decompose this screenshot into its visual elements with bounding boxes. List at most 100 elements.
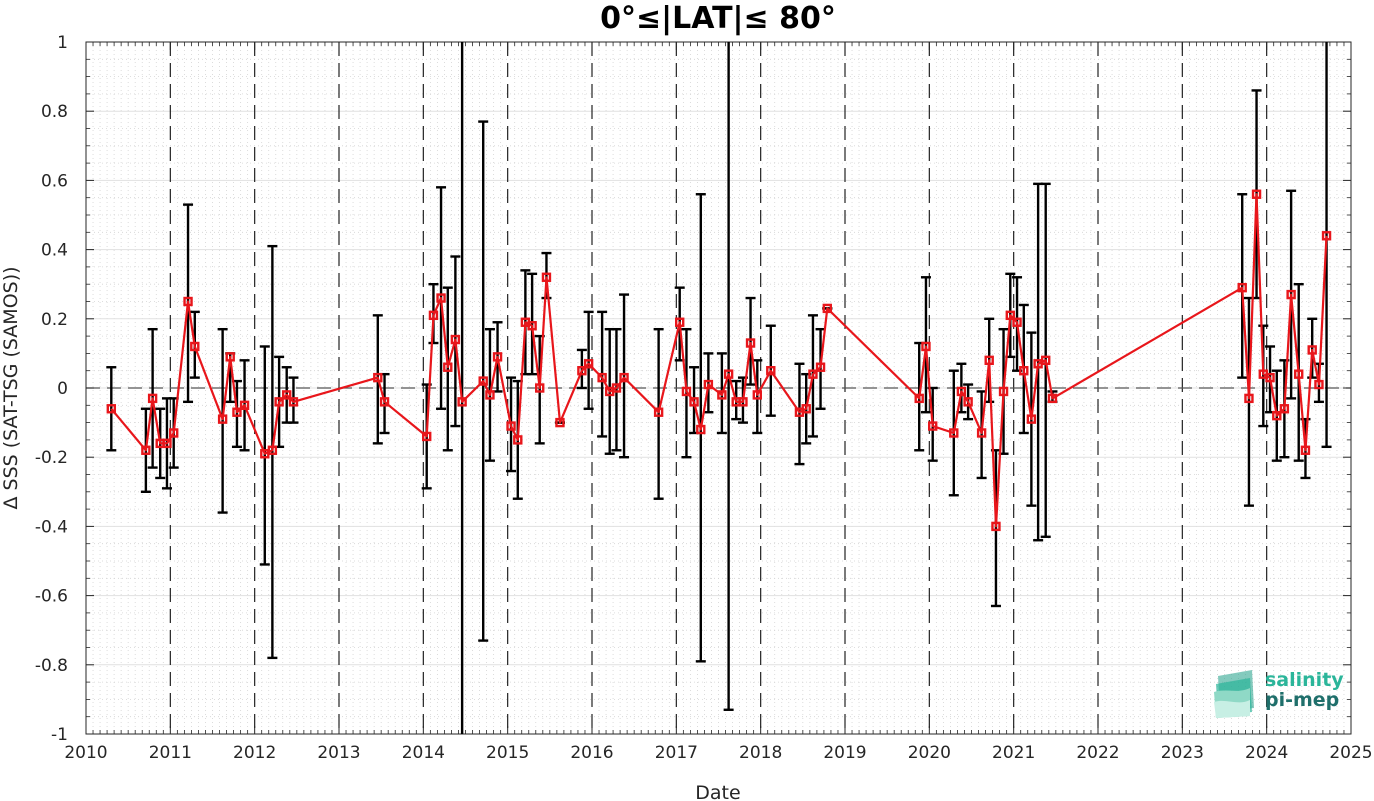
data-point bbox=[1321, 231, 1332, 241]
data-point bbox=[956, 386, 967, 397]
data-point bbox=[1279, 404, 1290, 414]
data-point bbox=[527, 321, 537, 331]
data-point bbox=[928, 421, 938, 431]
data-point bbox=[745, 338, 756, 348]
data-point bbox=[1244, 393, 1254, 404]
x-tick-label: 2014 bbox=[402, 743, 445, 763]
data-point bbox=[239, 400, 250, 410]
data-point bbox=[282, 390, 292, 400]
x-tick-label: 2017 bbox=[655, 743, 698, 763]
data-point bbox=[976, 428, 987, 438]
salinity-pimep-logo: salinity pi-mep bbox=[1214, 669, 1344, 718]
data-point bbox=[998, 386, 1009, 397]
data-point bbox=[1026, 414, 1037, 424]
data-point bbox=[984, 355, 994, 366]
data-point bbox=[1307, 345, 1317, 355]
data-point bbox=[506, 421, 516, 431]
data-point bbox=[738, 397, 748, 407]
data-point bbox=[1047, 393, 1058, 404]
data-point bbox=[815, 362, 826, 372]
y-tick-label: 0 bbox=[57, 379, 68, 399]
data-point bbox=[1005, 310, 1015, 321]
data-point bbox=[513, 435, 523, 445]
y-tick-label: -0.4 bbox=[35, 517, 68, 537]
data-point bbox=[190, 341, 200, 352]
data-point bbox=[162, 438, 172, 449]
data-point bbox=[436, 293, 446, 303]
data-point bbox=[1265, 372, 1275, 383]
data-point bbox=[1237, 282, 1247, 293]
data-point bbox=[1314, 379, 1324, 390]
logo-wave-icon bbox=[1214, 670, 1254, 718]
x-tick-label: 2016 bbox=[570, 743, 613, 763]
data-point bbox=[583, 359, 594, 369]
data-point bbox=[1041, 355, 1051, 366]
x-tick-label: 2018 bbox=[739, 743, 782, 763]
data-point bbox=[274, 397, 284, 407]
data-point bbox=[217, 414, 228, 424]
x-tick-label: 2013 bbox=[317, 743, 360, 763]
x-tick-label: 2025 bbox=[1329, 743, 1372, 763]
y-axis-label: Δ SSS (SAT-TSG (SAMOS)) bbox=[0, 266, 22, 509]
chart-title: 0°≤|LAT|≤ 80° bbox=[600, 1, 836, 36]
data-point bbox=[1012, 317, 1022, 327]
data-point bbox=[443, 362, 453, 372]
x-axis-label: Date bbox=[695, 782, 740, 801]
data-point bbox=[485, 390, 495, 400]
data-point bbox=[723, 369, 734, 379]
data-point bbox=[450, 334, 461, 345]
data-point bbox=[703, 379, 714, 390]
x-tick-label: 2011 bbox=[149, 743, 192, 763]
data-point bbox=[478, 376, 488, 386]
y-tick-label: 0.4 bbox=[41, 241, 68, 261]
data-point bbox=[717, 390, 727, 400]
data-point bbox=[267, 445, 278, 455]
data-point bbox=[1300, 445, 1311, 455]
data-point bbox=[766, 366, 776, 376]
data-point bbox=[183, 296, 193, 307]
axis-ticks: 2010 2011 2012 2013 2014 2015 2016 2017 2018 2019… bbox=[35, 33, 1373, 763]
y-tick-label: -0.2 bbox=[35, 448, 68, 468]
data-point bbox=[373, 372, 383, 383]
data-point bbox=[611, 383, 622, 393]
y-tick-label: 0.2 bbox=[41, 310, 68, 330]
data-point bbox=[963, 397, 973, 407]
data-point bbox=[428, 310, 439, 321]
data-point bbox=[555, 417, 565, 428]
y-tick-label: 1 bbox=[57, 33, 68, 53]
y-tick-label: 0.6 bbox=[41, 171, 68, 191]
data-point bbox=[106, 404, 117, 414]
data-point bbox=[1019, 366, 1029, 376]
y-tick-label: -0.8 bbox=[35, 656, 68, 676]
data-point bbox=[422, 431, 432, 442]
x-tick-label: 2012 bbox=[233, 743, 276, 763]
data-point bbox=[379, 397, 390, 407]
x-tick-label: 2020 bbox=[908, 743, 951, 763]
logo-text-pimep: pi-mep bbox=[1265, 689, 1339, 711]
data-point bbox=[541, 272, 552, 282]
data-point bbox=[225, 352, 235, 362]
data-point bbox=[1286, 289, 1296, 300]
data-point bbox=[147, 393, 158, 404]
data-point bbox=[169, 428, 179, 438]
x-tick-label: 2021 bbox=[992, 743, 1035, 763]
data-point bbox=[675, 317, 685, 327]
x-tick-label: 2022 bbox=[1076, 743, 1119, 763]
data-point bbox=[991, 521, 1001, 532]
data-point bbox=[577, 366, 587, 376]
series bbox=[106, 189, 1332, 532]
data-point bbox=[141, 445, 151, 455]
x-tick-label: 2015 bbox=[486, 743, 529, 763]
y-tick-label: 0.8 bbox=[41, 102, 68, 122]
x-tick-label: 2019 bbox=[823, 743, 866, 763]
grid bbox=[86, 41, 1351, 735]
data-point bbox=[619, 372, 629, 383]
data-point bbox=[597, 372, 607, 383]
data-point bbox=[653, 407, 664, 417]
data-point bbox=[696, 424, 706, 435]
data-point bbox=[535, 383, 545, 393]
data-point bbox=[232, 407, 242, 417]
data-point bbox=[689, 397, 699, 407]
x-tick-label: 2010 bbox=[64, 743, 107, 763]
